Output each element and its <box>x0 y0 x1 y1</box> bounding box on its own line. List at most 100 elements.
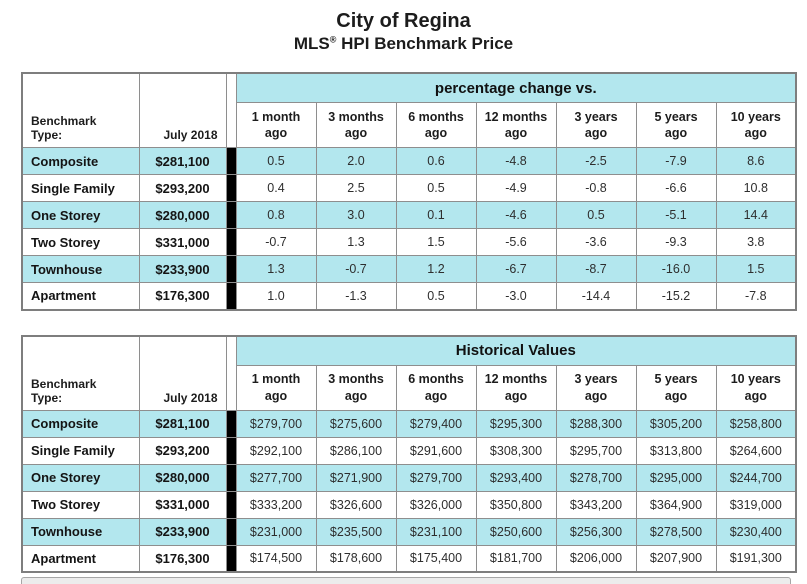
percentage-change-value-cell: -8.7 <box>555 255 637 283</box>
benchmark-type-value: One Storey <box>31 470 101 485</box>
historical-values-value-cell: $305,200 <box>635 409 717 438</box>
historical-values-value-cell: $333,200 <box>235 490 317 519</box>
historical-values-value-cell: $181,700 <box>475 544 557 573</box>
period-header-row: 1 month ago 3 months ago 6 months ago 12 mo… <box>22 102 797 148</box>
span-header-row: Benchmark Type: July 2018 Historical Val… <box>21 335 797 411</box>
table-row-single-family: Single Family $293,200 $292,100 $286,100 $29… <box>21 436 797 465</box>
benchmark-type-value: Composite <box>31 153 99 169</box>
historical-values-value-cell: $286,100 <box>315 436 397 465</box>
percentage-change-span-header: percentage change vs. <box>235 72 797 103</box>
historical-values-value-cell: $206,000 <box>555 544 637 573</box>
thick-divider <box>225 174 237 202</box>
historical-values-value-cell: $308,300 <box>475 436 557 465</box>
benchmark-type-value: Apartment <box>31 550 97 566</box>
page-subtitle: MLS® HPI Benchmark Price <box>0 33 807 55</box>
header-gutter <box>225 335 237 411</box>
historical-values-value-cell: $343,200 <box>555 490 637 519</box>
thick-divider <box>225 409 237 438</box>
row-label: One Storey <box>21 201 140 229</box>
percentage-change-value-cell: 2.0 <box>315 147 397 175</box>
table-row-townhouse: Townhouse $233,900 $231,000 $235,500 $231,10… <box>21 517 797 546</box>
percentage-change-value-cell: 3.8 <box>715 228 797 256</box>
row-label: Apartment <box>21 544 140 573</box>
benchmark-type-value: One Storey <box>31 207 101 223</box>
historical-values-value-cell: $278,700 <box>555 463 637 492</box>
percentage-change-value-cell: -4.9 <box>475 174 557 202</box>
table-row-two-storey: Two Storey $331,000 -0.7 1.3 1.5 -5.6 -3.6 -9.3… <box>21 228 797 256</box>
historical-values-table: Benchmark Type: July 2018 Historical Val… <box>21 334 798 573</box>
historical-values-value-cell: $295,700 <box>555 436 637 465</box>
percentage-change-value-cell: 0.6 <box>395 147 477 175</box>
column-header-12-months-ago: 12 months ago <box>475 102 557 148</box>
historical-values-value-cell: $244,700 <box>715 463 797 492</box>
period-header-row: 1 month ago 3 months ago 6 months ago 12 mo… <box>22 364 797 411</box>
historical-values-value-cell: $288,300 <box>555 409 637 438</box>
thick-divider <box>225 436 237 465</box>
table-row-apartment: Apartment $176,300 $174,500 $178,600 $175,40… <box>21 544 797 573</box>
benchmark-type-label: Benchmark Type: <box>31 376 97 405</box>
percentage-change-value-cell: 1.0 <box>235 282 317 310</box>
column-header-1-month-ago: 1 month ago <box>235 364 317 411</box>
percentage-change-value-cell: 1.5 <box>395 228 477 256</box>
historical-values-value-cell: $230,400 <box>715 517 797 546</box>
reference-month-header: July 2018 <box>138 335 227 411</box>
percentage-change-value-cell: 0.8 <box>235 201 317 229</box>
column-header-12-months-ago: 12 months ago <box>475 364 557 411</box>
percentage-change-value-cell: -14.4 <box>555 282 637 310</box>
percentage-change-value-cell: -7.8 <box>715 282 797 310</box>
historical-values-value-cell: $277,700 <box>235 463 317 492</box>
percentage-change-value-cell: 1.3 <box>235 255 317 283</box>
benchmark-price-value: $293,200 <box>138 174 227 202</box>
historical-values-value-cell: $231,000 <box>235 517 317 546</box>
row-label: Townhouse <box>21 255 140 283</box>
historical-values-value-cell: $295,300 <box>475 409 557 438</box>
column-header-10-years-ago: 10 years ago <box>715 364 797 411</box>
historical-values-value-cell: $231,100 <box>395 517 477 546</box>
percentage-change-table: Benchmark Type: July 2018 percentage cha… <box>21 72 798 311</box>
benchmark-price-value: $233,900 <box>138 517 227 546</box>
benchmark-type-value: Two Storey <box>31 497 101 512</box>
header-gutter <box>225 72 237 148</box>
row-label: Two Storey <box>21 228 140 256</box>
benchmark-type-label: Benchmark Type: <box>31 114 97 142</box>
benchmark-price-value: $280,000 <box>138 463 227 492</box>
percentage-change-value-cell: -16.0 <box>635 255 717 283</box>
row-label: Two Storey <box>21 490 140 519</box>
historical-values-value-cell: $175,400 <box>395 544 477 573</box>
percentage-change-value-cell: 1.3 <box>315 228 397 256</box>
column-header-3-years-ago: 3 years ago <box>555 364 637 411</box>
column-header-5-years-ago: 5 years ago <box>635 364 717 411</box>
benchmark-price-value: $176,300 <box>138 282 227 310</box>
column-header-3-years-ago: 3 years ago <box>555 102 637 148</box>
next-section-partial-strip <box>21 577 791 584</box>
historical-values-value-cell: $191,300 <box>715 544 797 573</box>
historical-values-value-cell: $279,700 <box>395 463 477 492</box>
historical-values-value-cell: $264,600 <box>715 436 797 465</box>
benchmark-type-value: Townhouse <box>31 524 103 539</box>
percentage-change-value-cell: -4.8 <box>475 147 557 175</box>
historical-values-value-cell: $364,900 <box>635 490 717 519</box>
percentage-change-value-cell: -6.6 <box>635 174 717 202</box>
percentage-change-value-cell: -15.2 <box>635 282 717 310</box>
table-row-one-storey: One Storey $280,000 0.8 3.0 0.1 -4.6 0.5 -5.1 14… <box>21 201 797 229</box>
historical-values-value-cell: $275,600 <box>315 409 397 438</box>
table-row-apartment: Apartment $176,300 1.0 -1.3 0.5 -3.0 -14.4 -15.… <box>21 282 797 310</box>
historical-values-span-header: Historical Values <box>235 335 797 366</box>
column-header-6-months-ago: 6 months ago <box>395 102 477 148</box>
benchmark-type-header: Benchmark Type: <box>21 335 140 411</box>
percentage-change-value-cell: -5.1 <box>635 201 717 229</box>
benchmark-type-value: Apartment <box>31 288 97 304</box>
percentage-change-value-cell: 0.4 <box>235 174 317 202</box>
historical-values-value-cell: $258,800 <box>715 409 797 438</box>
page-title-block: City of Regina MLS® HPI Benchmark Price <box>0 0 807 55</box>
span-header-row: Benchmark Type: July 2018 percentage cha… <box>21 72 797 148</box>
thick-divider <box>225 517 237 546</box>
thick-divider <box>225 228 237 256</box>
historical-values-value-cell: $174,500 <box>235 544 317 573</box>
column-header-10-years-ago: 10 years ago <box>715 102 797 148</box>
historical-values-value-cell: $291,600 <box>395 436 477 465</box>
column-header-3-months-ago: 3 months ago <box>315 364 397 411</box>
benchmark-type-value: Townhouse <box>31 261 103 277</box>
historical-values-value-cell: $293,400 <box>475 463 557 492</box>
